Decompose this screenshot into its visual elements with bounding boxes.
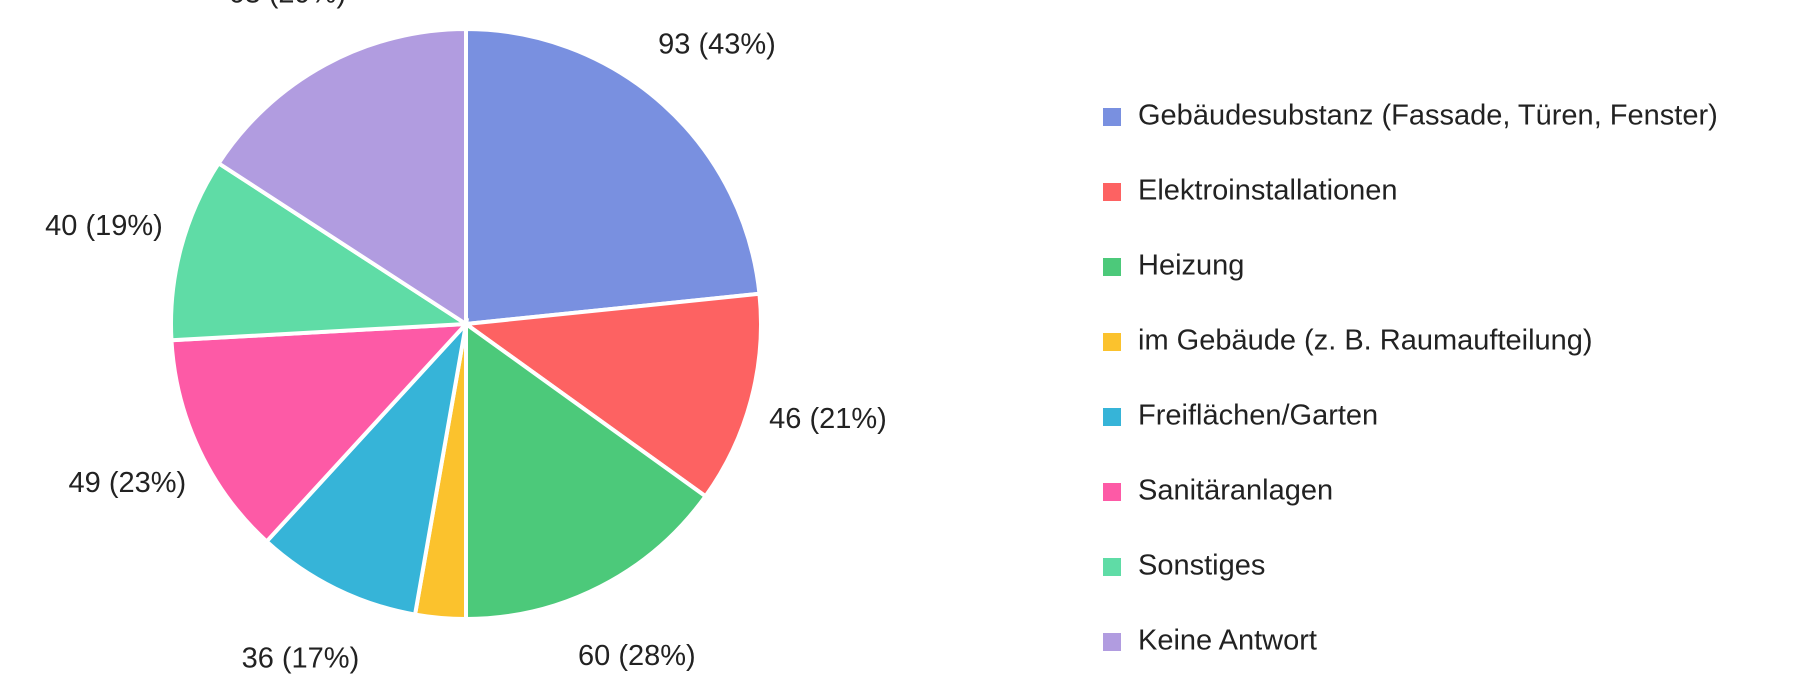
- legend-label: im Gebäude (z. B. Raumaufteilung): [1138, 325, 1593, 357]
- legend-swatch: [1103, 333, 1121, 351]
- legend-label: Elektroinstallationen: [1138, 175, 1398, 207]
- legend-label: Sanitäranlagen: [1138, 475, 1333, 507]
- pie-slice: [169, 160, 473, 343]
- data-label: 36 (17%): [242, 643, 360, 675]
- legend-swatch: [1103, 183, 1121, 201]
- pie-slice: [464, 320, 709, 622]
- data-label: 46 (21%): [769, 403, 887, 435]
- legend-label: Heizung: [1138, 250, 1244, 282]
- legend-label: Freiflächen/Garten: [1138, 400, 1378, 432]
- pie-slice: [460, 291, 763, 500]
- pie-slice: [169, 321, 471, 545]
- legend-label: Sonstiges: [1138, 550, 1265, 582]
- data-label: 60 (28%): [578, 640, 696, 672]
- data-label: 49 (23%): [69, 467, 187, 499]
- legend-swatch: [1103, 633, 1121, 651]
- legend-swatch: [1103, 408, 1121, 426]
- legend-label: Keine Antwort: [1138, 625, 1317, 657]
- data-label: 40 (19%): [45, 210, 163, 242]
- legend-swatch: [1103, 108, 1121, 126]
- legend-swatch: [1103, 558, 1121, 576]
- legend-label: Gebäudesubstanz (Fassade, Türen, Fenster…: [1138, 100, 1718, 132]
- pie-slice: [215, 26, 468, 328]
- legend-swatch: [1103, 483, 1121, 501]
- legend-swatch: [1103, 258, 1121, 276]
- pie-slice: [464, 26, 762, 327]
- data-label: 11 (5%): [384, 680, 483, 682]
- data-label: 93 (43%): [658, 29, 776, 61]
- data-label: 63 (29%): [228, 0, 346, 9]
- pie-slice: [263, 317, 470, 617]
